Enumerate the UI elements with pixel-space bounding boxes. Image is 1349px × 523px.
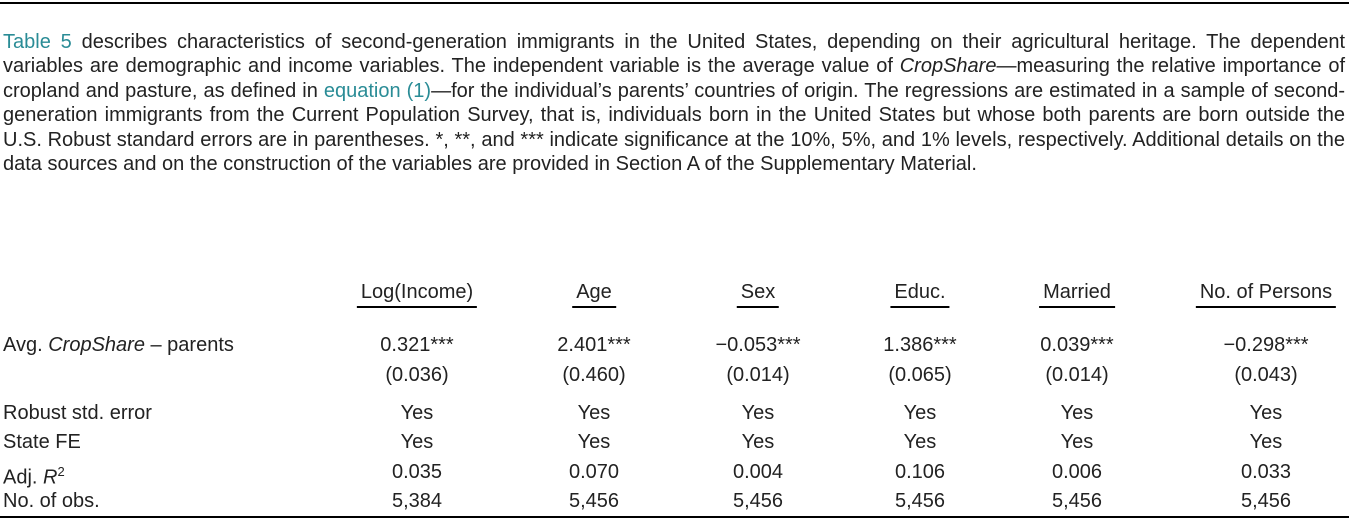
label-part: Adj. [3, 466, 44, 489]
column-header: Married [1039, 280, 1115, 308]
cell-se: (0.014) [1045, 364, 1109, 386]
caption-italic: CropShare [899, 55, 997, 78]
cell-value: 5,456 [894, 490, 946, 512]
cell-value: Yes [741, 402, 775, 424]
label-part: Avg. [3, 334, 49, 356]
row-label: Adj. R2 [3, 460, 65, 490]
cell-value: 0.321*** [380, 334, 454, 356]
cell-value: −0.298*** [1223, 334, 1309, 356]
label-part: CropShare [48, 334, 145, 356]
cell-value: 0.004 [732, 461, 784, 483]
cell-value: 1.386*** [883, 334, 957, 356]
cell-value: 0.035 [391, 461, 443, 483]
cell-value: Yes [400, 431, 434, 453]
column-header: Educ. [890, 280, 950, 308]
cell-value: 0.039*** [1040, 334, 1114, 356]
table-link[interactable]: Table 5 [3, 31, 72, 53]
cell-value: 5,456 [1240, 490, 1292, 512]
label-part: – parents [144, 334, 234, 356]
cell-se: (0.460) [562, 364, 626, 386]
column-header: No. of Persons [1195, 280, 1337, 308]
column-header: Log(Income) [356, 280, 478, 308]
cell-value: 5,456 [568, 490, 620, 512]
label-part: 2 [57, 464, 65, 479]
bottom-rule [0, 516, 1349, 518]
cell-value: Yes [577, 402, 611, 424]
cell-se: (0.036) [385, 364, 449, 386]
cell-se: (0.065) [888, 364, 952, 386]
cell-se: (0.043) [1234, 364, 1298, 386]
row-label: State FE [3, 431, 81, 453]
column-header: Sex [736, 280, 780, 308]
cell-value: 2.401*** [557, 334, 631, 356]
cell-value: Yes [1249, 402, 1283, 424]
cell-value: −0.053*** [715, 334, 801, 356]
cell-value: Yes [903, 431, 937, 453]
equation-link[interactable]: equation (1) [323, 79, 432, 102]
column-header: Age [572, 280, 616, 308]
cell-value: 0.006 [1051, 461, 1103, 483]
cell-value: Yes [1060, 431, 1094, 453]
cell-value: Yes [1060, 402, 1094, 424]
row-label: No. of obs. [3, 490, 100, 512]
cell-value: Yes [400, 402, 434, 424]
cell-value: Yes [903, 402, 937, 424]
label-part: R [43, 466, 58, 489]
cell-value: 5,456 [1051, 490, 1103, 512]
row-label: Robust std. error [3, 402, 152, 424]
cell-value: Yes [1249, 431, 1283, 453]
cell-value: Yes [741, 431, 775, 453]
cell-value: 0.033 [1240, 461, 1292, 483]
row-label: Avg. CropShare – parents [3, 333, 234, 357]
cell-value: Yes [577, 431, 611, 453]
cell-value: 5,384 [391, 490, 443, 512]
cell-value: 0.106 [894, 461, 946, 483]
cell-value: 0.070 [568, 461, 620, 483]
caption: Table 5 describes characteristics of sec… [3, 30, 1345, 176]
cell-value: 5,456 [732, 490, 784, 512]
caption-text: —measuring the relative importance of cr… [3, 55, 1345, 102]
top-rule [0, 2, 1349, 4]
caption-text: describes characteristics of second-gene… [3, 31, 1345, 78]
cell-se: (0.014) [726, 364, 790, 386]
caption-text: —for the individual’s parents’ countries… [3, 79, 1345, 176]
